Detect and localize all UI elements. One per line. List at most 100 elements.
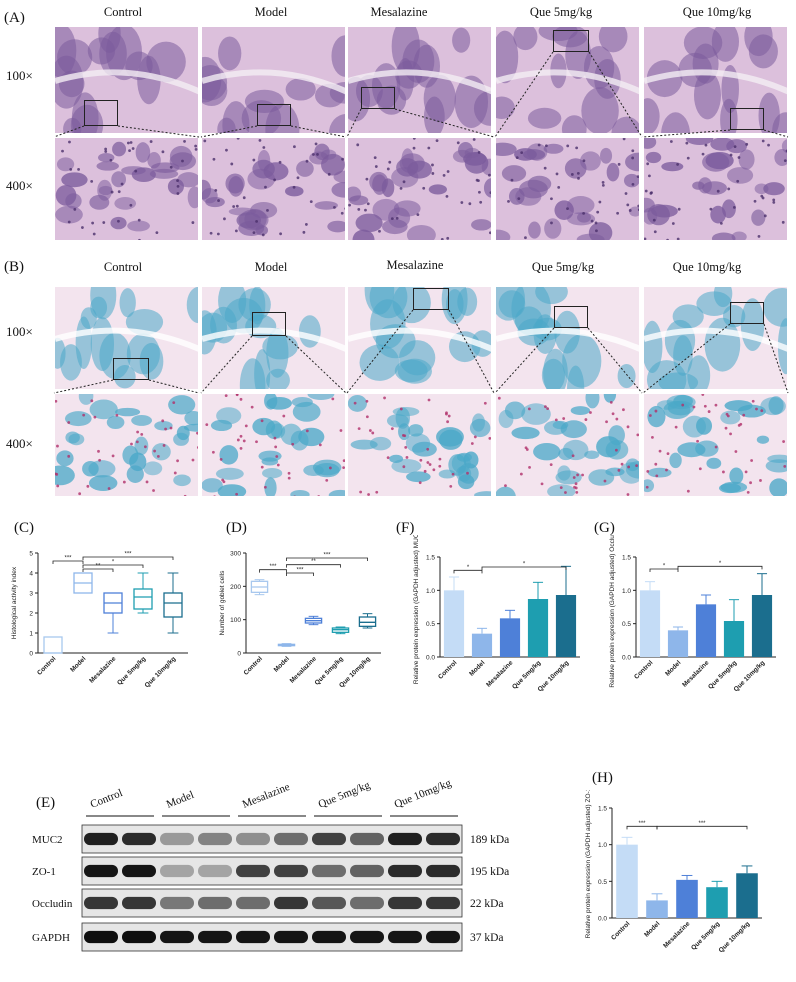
nucleus-dot — [488, 173, 491, 177]
nucleus-dot — [497, 396, 501, 400]
nucleus-dot — [601, 181, 605, 184]
significance-label: * — [523, 562, 526, 568]
bar — [723, 621, 745, 657]
nucleus-dot — [235, 204, 239, 208]
cell-shape — [645, 151, 662, 164]
nucleus-dot — [649, 191, 653, 195]
mag-label-high-a: 400× — [6, 178, 33, 193]
significance-label: ** — [311, 559, 316, 565]
nucleus-dot — [447, 414, 451, 418]
nucleus-dot — [626, 203, 630, 207]
nucleus-dot — [698, 467, 702, 471]
cell-shape — [774, 148, 787, 166]
nucleus-dot — [104, 150, 108, 153]
lumen-path — [496, 327, 639, 352]
lumen-path — [202, 327, 345, 352]
nucleus-dot — [386, 167, 390, 171]
nucleus-dot — [620, 462, 624, 466]
cell-shape — [392, 407, 420, 417]
nucleus-dot — [216, 232, 220, 236]
crypt-shape — [498, 290, 526, 318]
nucleus-dot — [644, 189, 648, 193]
significance-bracket — [286, 572, 314, 576]
nucleus-dot — [264, 185, 267, 189]
blot-band — [312, 896, 346, 910]
nucleus-dot — [763, 214, 767, 218]
nucleus-dot — [427, 398, 431, 402]
cell-shape — [264, 477, 277, 496]
cell-shape — [719, 483, 741, 494]
nucleus-dot — [732, 205, 736, 209]
zoom-region-box — [361, 87, 395, 109]
zoom-connector-line — [53, 379, 114, 394]
nucleus-dot — [232, 205, 236, 208]
blot-band — [312, 864, 346, 878]
nucleus-dot — [242, 196, 246, 200]
cell-shape — [428, 184, 447, 195]
nucleus-dot — [590, 219, 594, 223]
nucleus-dot — [82, 413, 86, 417]
nucleus-dot — [318, 443, 322, 447]
nucleus-dot — [603, 479, 607, 483]
blot-band — [160, 930, 194, 944]
cell-shape — [528, 221, 541, 239]
nucleus-dot — [432, 468, 436, 472]
nucleus-dot — [260, 419, 264, 423]
nucleus-dot — [544, 405, 547, 409]
nucleus-dot — [225, 148, 228, 152]
cell-shape — [252, 159, 275, 179]
cell-shape — [202, 188, 218, 204]
nucleus-dot — [598, 200, 602, 204]
nucleus-dot — [222, 480, 226, 484]
nucleus-dot — [423, 469, 427, 473]
nucleus-dot — [549, 463, 553, 466]
nucleus-dot — [428, 463, 432, 466]
bar — [751, 595, 773, 657]
nucleus-dot — [627, 465, 631, 469]
nucleus-dot — [540, 482, 544, 486]
mag-label-low-b: 100× — [6, 324, 33, 339]
nucleus-dot — [761, 139, 765, 143]
nucleus-dot — [129, 203, 133, 207]
crypt-shape — [119, 288, 136, 318]
crypt-shape — [446, 289, 464, 320]
blot-band — [122, 832, 156, 846]
nucleus-dot — [145, 480, 149, 484]
chart-h-zo1: 0.0 0.5 1.0 1.5 Relative protein expression … — [585, 790, 762, 954]
nucleus-dot — [291, 442, 295, 446]
nucleus-dot — [152, 489, 155, 492]
nucleus-dot — [317, 495, 321, 496]
cell-shape — [406, 471, 431, 483]
nucleus-dot — [574, 482, 578, 486]
col-title-model-a: Model — [254, 5, 288, 19]
nucleus-dot — [749, 481, 752, 485]
nucleus-dot — [635, 464, 638, 468]
nucleus-dot — [431, 172, 435, 175]
cell-shape — [151, 443, 171, 461]
nucleus-dot — [309, 200, 313, 204]
nucleus-dot — [654, 409, 658, 413]
box-iqr — [43, 636, 63, 654]
histology-image-ab-low-3 — [347, 286, 492, 390]
blot-band — [198, 864, 232, 878]
x-tick-label: Control — [36, 655, 57, 676]
histology-image-ab-high-2 — [201, 393, 346, 497]
y-tick-label: 1.5 — [622, 555, 631, 562]
nucleus-dot — [282, 414, 286, 418]
lumen-path — [55, 69, 198, 95]
y-tick-label: 3 — [29, 591, 33, 598]
blot-band — [198, 896, 232, 910]
cell-shape — [406, 224, 436, 240]
cell-shape — [596, 436, 621, 458]
nucleus-dot — [366, 202, 370, 206]
nucleus-dot — [191, 221, 195, 224]
crypt-shape — [672, 304, 704, 329]
crypt-shape — [222, 101, 250, 133]
blot-band — [160, 864, 194, 878]
nucleus-dot — [573, 485, 576, 489]
nucleus-dot — [120, 182, 124, 186]
nucleus-dot — [737, 423, 741, 427]
nucleus-dot — [528, 465, 531, 469]
zoom-connector-line — [642, 323, 731, 394]
nucleus-dot — [543, 166, 547, 170]
